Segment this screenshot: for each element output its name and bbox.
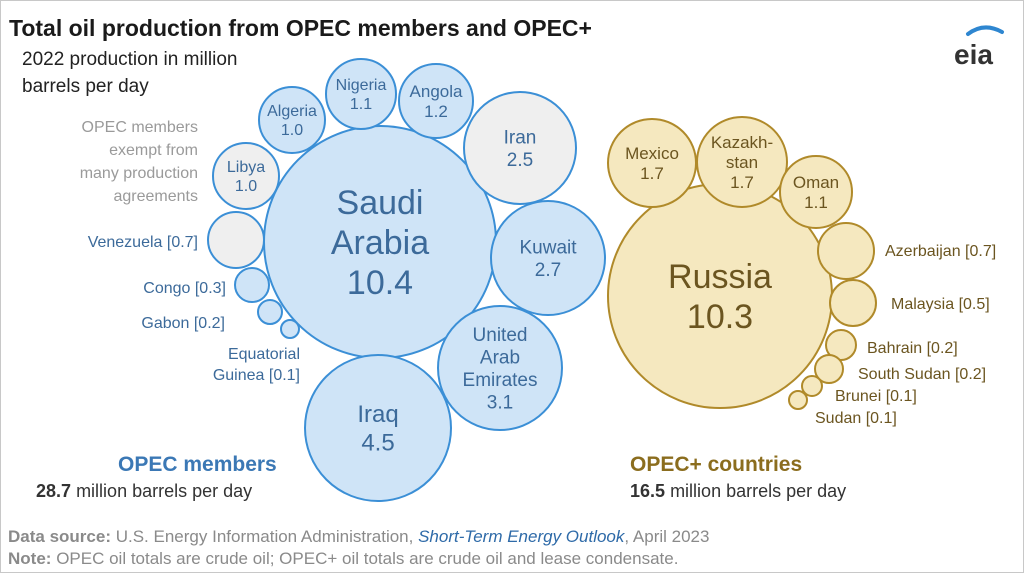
source-publication: Short-Term Energy Outlook	[418, 527, 625, 546]
bubble-kuwait	[490, 200, 606, 316]
bubble-label-kazakhstan: Kazakh-	[711, 133, 773, 152]
exempt-note-line: OPEC members	[82, 119, 198, 136]
note-label: Note:	[8, 549, 52, 568]
bubble-label-mexico: Mexico	[625, 144, 679, 163]
bubble-label-equatorial-guinea: Guinea [0.1]	[213, 367, 300, 384]
bubble-malaysia	[829, 279, 877, 327]
exempt-note-line: many production	[80, 165, 198, 182]
bubble-value-iraq: 4.5	[361, 430, 394, 457]
chart-title: Total oil production from OPEC members a…	[9, 15, 592, 41]
bubble-label-kazakhstan: stan	[726, 153, 758, 172]
bubble-value-united-arab-emirates: 3.1	[487, 392, 513, 413]
bubble-label-congo: Congo [0.3]	[143, 280, 226, 297]
exempt-note-line: exempt from	[109, 142, 198, 159]
bubble-label-libya: Libya	[227, 159, 265, 176]
bubble-label-gabon: Gabon [0.2]	[141, 315, 225, 332]
source-date: , April 2023	[624, 527, 710, 546]
bubble-label-south-sudan: South Sudan [0.2]	[858, 366, 986, 383]
bubble-united-arab-emirates	[437, 305, 563, 431]
bubble-label-azerbaijan: Azerbaijan [0.7]	[885, 243, 996, 260]
bubble-kazakhstan	[696, 116, 788, 208]
bubble-label-sudan: Sudan [0.1]	[815, 410, 897, 427]
source-label: Data source:	[8, 527, 111, 546]
bubble-label-iran: Iran	[504, 127, 537, 148]
bubble-label-bahrain: Bahrain [0.2]	[867, 340, 958, 357]
bubble-label-angola: Angola	[410, 82, 463, 101]
bubble-value-nigeria: 1.1	[350, 96, 372, 113]
bubble-oman	[779, 155, 853, 229]
bubble-value-libya: 1.0	[235, 178, 257, 195]
bubble-label-venezuela: Venezuela [0.7]	[88, 234, 198, 251]
bubble-value-kuwait: 2.7	[535, 260, 561, 281]
bubble-sudan	[788, 390, 808, 410]
footer-source: Data source: U.S. Energy Information Adm…	[8, 527, 709, 547]
bubble-label-russia: Russia	[668, 258, 772, 296]
bubble-value-algeria: 1.0	[281, 122, 303, 139]
bubble-label-malaysia: Malaysia [0.5]	[891, 296, 990, 313]
bubble-gabon	[257, 299, 283, 325]
bubble-iran	[463, 91, 577, 205]
bubble-azerbaijan	[817, 222, 875, 280]
bubble-label-kuwait: Kuwait	[519, 237, 577, 258]
eia-logo-text: eia	[954, 39, 993, 70]
bubble-brunei	[801, 375, 823, 397]
bubble-value-oman: 1.1	[804, 193, 828, 212]
bubble-libya	[212, 142, 280, 210]
bubble-label-saudi-arabia: Saudi	[337, 184, 424, 222]
bubble-label-algeria: Algeria	[267, 103, 317, 120]
bubble-angola	[398, 63, 474, 139]
eia-logo: eia	[954, 25, 1004, 70]
bubble-label-oman: Oman	[793, 173, 839, 192]
opec-total-value: 28.7	[36, 481, 72, 501]
bubble-congo	[234, 267, 270, 303]
footer-note: Note: OPEC oil totals are crude oil; OPE…	[8, 549, 678, 569]
bubble-value-iran: 2.5	[507, 150, 533, 171]
bubble-equatorial-guinea	[280, 319, 300, 339]
bubble-label-equatorial-guinea: Equatorial	[228, 346, 300, 363]
bubble-label-iraq: Iraq	[357, 401, 398, 428]
bubble-value-mexico: 1.7	[640, 164, 664, 183]
opec-group-total: 28.7 million barrels per day	[36, 481, 252, 502]
opec-plus-group-label: OPEC+ countries	[630, 453, 803, 476]
opec-group-label: OPEC members	[118, 453, 277, 476]
bubble-label-united-arab-emirates: Emirates	[463, 370, 538, 391]
bubble-label-brunei: Brunei [0.1]	[835, 388, 917, 405]
bubble-algeria	[258, 86, 326, 154]
bubble-label-nigeria: Nigeria	[336, 77, 387, 94]
bubble-venezuela	[207, 211, 265, 269]
bubble-label-saudi-arabia: Arabia	[331, 224, 429, 262]
source-text: U.S. Energy Information Administration,	[115, 527, 414, 546]
note-text: OPEC oil totals are crude oil; OPEC+ oil…	[56, 549, 679, 568]
bubble-value-angola: 1.2	[424, 102, 448, 121]
opec-plus-group-total: 16.5 million barrels per day	[630, 481, 846, 502]
bubble-value-russia: 10.3	[687, 298, 753, 336]
exempt-note-line: agreements	[114, 188, 199, 205]
bubble-value-saudi-arabia: 10.4	[347, 264, 413, 302]
bubble-label-united-arab-emirates: Arab	[480, 347, 520, 368]
bubble-nigeria	[325, 58, 397, 130]
bubble-label-united-arab-emirates: United	[473, 325, 528, 346]
opec-plus-total-unit: million barrels per day	[670, 481, 847, 501]
opec-plus-total-value: 16.5	[630, 481, 666, 501]
opec-total-unit: million barrels per day	[76, 481, 253, 501]
bubble-mexico	[607, 118, 697, 208]
bubble-south-sudan	[814, 354, 844, 384]
bubble-iraq	[304, 354, 452, 502]
bubble-value-kazakhstan: 1.7	[730, 173, 754, 192]
chart-subtitle: 2022 production in million barrels per d…	[22, 49, 238, 97]
